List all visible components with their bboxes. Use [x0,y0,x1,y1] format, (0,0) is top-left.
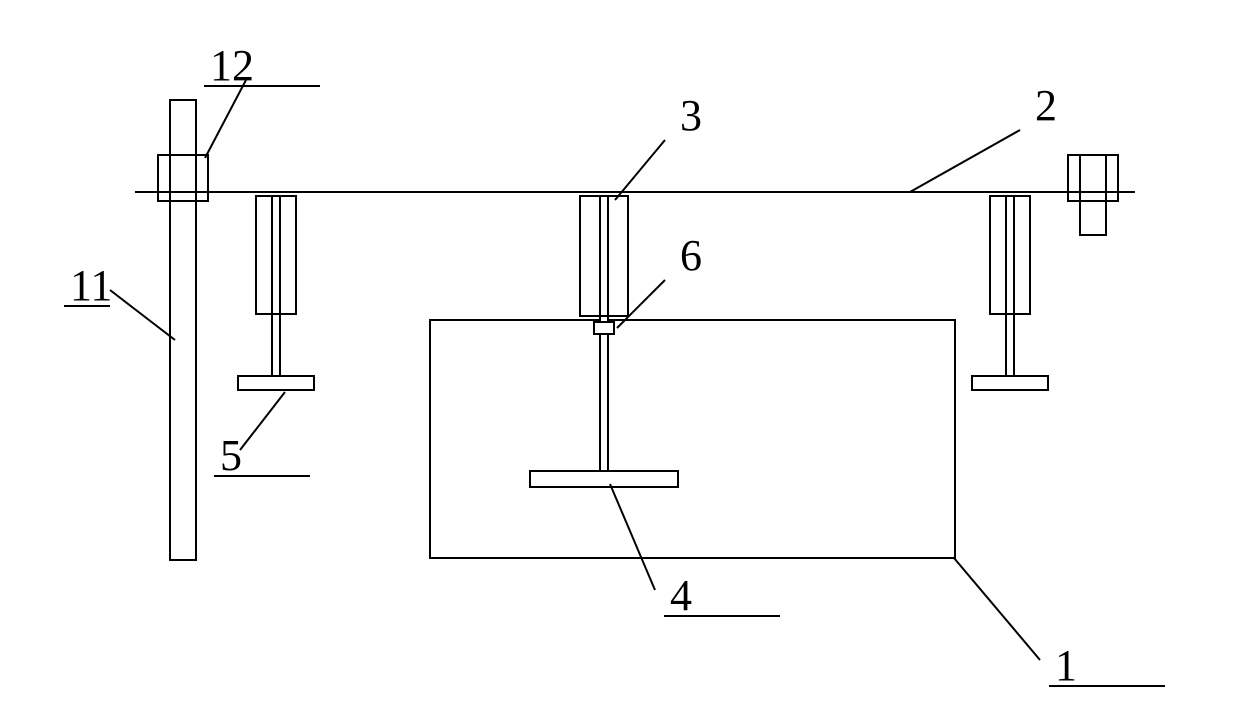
label-l3: 3 [680,91,702,140]
leader-ld1 [954,558,1040,660]
diagram-canvas: 1234561112 [0,0,1240,726]
hanger-center-clamp-top [594,322,614,334]
leader-ld11 [110,290,175,340]
label-l4: 4 [670,571,692,620]
leader-ld5 [240,392,285,450]
label-l12: 12 [210,41,254,90]
label-l5: 5 [220,431,242,480]
hanger-left-plate [238,376,314,390]
left-post-collar [158,155,208,201]
label-l1: 1 [1055,641,1077,690]
hanger-right-rod [1006,314,1014,376]
leader-ld2 [910,130,1020,192]
label-l6: 6 [680,231,702,280]
label-l11: 11 [70,261,112,310]
hanger-center-rod [600,316,608,471]
right-post-collar [1068,155,1118,201]
hanger-left-sleeve [256,196,296,314]
hanger-center-plate [530,471,678,487]
leader-ld12 [205,80,246,158]
label-l2: 2 [1035,81,1057,130]
hanger-right-sleeve [990,196,1030,314]
main-box [430,320,955,558]
hanger-left-rod [272,314,280,376]
hanger-center-sleeve [580,196,628,316]
hanger-right-plate [972,376,1048,390]
